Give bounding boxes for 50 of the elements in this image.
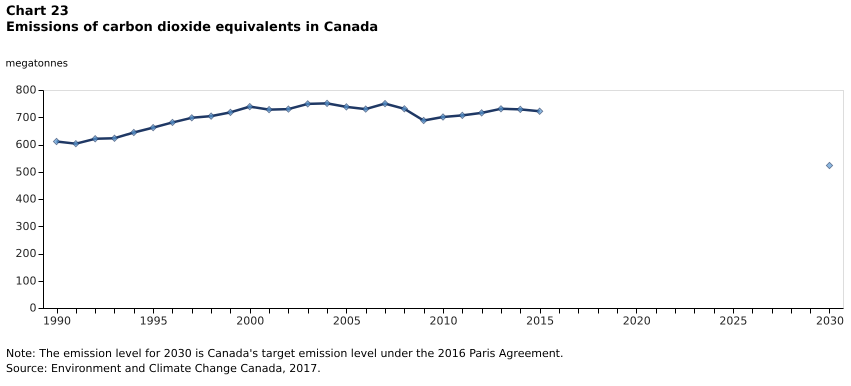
point — [150, 124, 157, 132]
point — [439, 113, 447, 121]
point — [246, 103, 254, 110]
point — [478, 109, 486, 116]
chart-title: Chart 23 — [6, 4, 69, 19]
x-tick-label: 2020 — [622, 314, 651, 328]
point — [516, 106, 524, 113]
chart-subtitle: Emissions of carbon dioxide equivalents in Canada — [6, 20, 378, 35]
y-tick-label: 600 — [16, 138, 36, 151]
point — [362, 106, 370, 113]
point — [536, 108, 544, 115]
point — [323, 100, 331, 107]
source-note: Source: Environment and Climate Change Canada, 2017. — [6, 362, 321, 375]
point — [497, 105, 505, 112]
point — [342, 103, 350, 110]
y-tick-label: 200 — [16, 247, 36, 260]
point — [226, 108, 234, 116]
y-tick-label: 0 — [30, 302, 36, 314]
x-tick-label: 2010 — [430, 314, 458, 328]
y-axis-title: megatonnes — [6, 58, 68, 70]
y-tick-label: 300 — [16, 220, 36, 233]
point — [110, 134, 118, 142]
point — [826, 162, 834, 170]
x-tick-label: 2015 — [526, 314, 554, 328]
point — [130, 128, 138, 136]
point — [52, 138, 60, 146]
x-tick-label: 1995 — [140, 314, 168, 328]
point — [92, 135, 99, 142]
y-tick-label: 500 — [16, 165, 36, 178]
point — [304, 100, 312, 108]
point — [458, 112, 466, 119]
x-tick-label: 2005 — [332, 314, 361, 328]
x-tick-label: 1990 — [43, 314, 72, 328]
point — [284, 106, 292, 113]
point — [72, 140, 80, 148]
point — [208, 112, 215, 120]
point — [381, 100, 389, 108]
point — [420, 116, 428, 124]
x-tick-label: 2030 — [816, 314, 844, 328]
point — [266, 106, 273, 114]
point — [188, 114, 196, 122]
y-tick-label: 100 — [16, 274, 36, 288]
y-tick-label: 400 — [16, 192, 36, 206]
text: Note: The emission level for 2030 is Canada's target emission level under the 2016 Paris Agreement. — [6, 347, 564, 360]
x-tick-label: 2025 — [719, 314, 748, 328]
point — [400, 105, 408, 112]
x-tick-label: 2000 — [236, 314, 264, 328]
y-tick-label: 700 — [16, 110, 36, 124]
y-tick-label: 800 — [16, 84, 36, 96]
point — [168, 118, 176, 126]
